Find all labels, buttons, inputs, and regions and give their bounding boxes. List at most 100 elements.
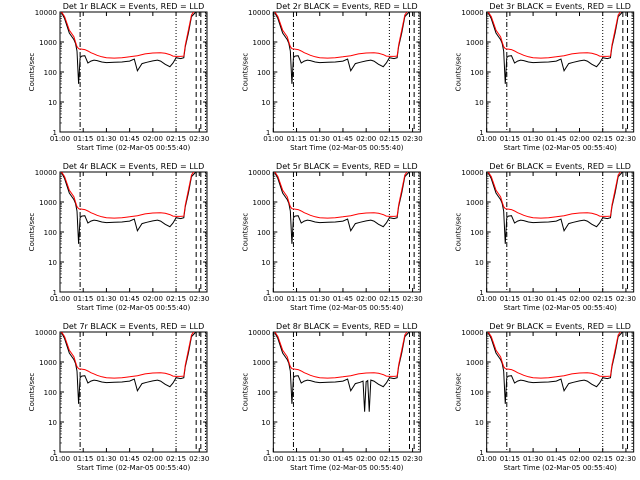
- y-tick-label: 10000: [248, 329, 270, 337]
- y-tick-label: 1000: [253, 199, 271, 207]
- y-tick-label: 1: [266, 449, 270, 457]
- events-series-line: [487, 332, 624, 404]
- y-tick-label: 10000: [461, 169, 483, 177]
- plot-frame: [272, 171, 421, 293]
- x-tick-label: 02:15: [166, 455, 186, 463]
- x-tick-label: 02:00: [356, 135, 376, 143]
- y-tick-label: 1000: [253, 359, 271, 367]
- x-tick-label: 02:15: [166, 295, 186, 303]
- y-tick-label: 1: [479, 129, 483, 137]
- y-tick-label: 1000: [39, 39, 57, 47]
- y-tick-label: 10: [475, 419, 484, 427]
- y-tick-label: 1000: [253, 39, 271, 47]
- y-axis-label: Counts/sec: [241, 213, 249, 252]
- x-tick-label: 01:15: [286, 135, 306, 143]
- y-tick-label: 10000: [461, 329, 483, 337]
- x-tick-label: 01:30: [523, 135, 543, 143]
- x-tick-label: 01:15: [500, 455, 520, 463]
- x-tick-label: 02:00: [143, 455, 163, 463]
- y-tick-label: 10000: [35, 9, 57, 17]
- y-tick-label: 10: [475, 99, 484, 107]
- y-tick-label: 10: [475, 259, 484, 267]
- panel-det-1: Det 1r BLACK = Events, RED = LLD 1 10 100 10…: [28, 2, 209, 152]
- lld-series-line: [274, 172, 408, 219]
- x-tick-label: 02:30: [189, 295, 209, 303]
- y-axis-label: Counts/sec: [241, 373, 249, 412]
- x-axis-label: Start Time (02-Mar-05 00:55:40): [290, 464, 404, 472]
- lld-series-line: [274, 332, 408, 379]
- x-tick-label: 01:45: [333, 295, 353, 303]
- y-tick-label: 1: [266, 129, 270, 137]
- y-tick-label: 100: [470, 389, 483, 397]
- x-tick-label: 01:00: [477, 455, 497, 463]
- y-tick-label: 1000: [39, 359, 57, 367]
- x-tick-label: 02:30: [402, 135, 422, 143]
- x-tick-label: 01:45: [120, 295, 140, 303]
- x-tick-label: 02:00: [356, 455, 376, 463]
- x-tick-label: 01:00: [477, 135, 497, 143]
- y-tick-label: 10: [48, 99, 57, 107]
- y-tick-label: 10: [261, 259, 270, 267]
- x-axis-label: Start Time (02-Mar-05 00:55:40): [503, 304, 617, 312]
- y-tick-label: 1000: [466, 39, 484, 47]
- events-series-line: [273, 172, 410, 244]
- plot-frame: [272, 331, 421, 453]
- lld-series-line: [60, 12, 195, 59]
- y-axis-label: Counts/sec: [455, 213, 463, 252]
- y-axis-label: Counts/sec: [28, 373, 36, 412]
- x-axis-label: Start Time (02-Mar-05 00:55:40): [290, 304, 404, 312]
- panel-title: Det 7r BLACK = Events, RED = LLD: [63, 322, 205, 331]
- lld-series-line: [487, 12, 621, 59]
- x-tick-label: 01:00: [50, 455, 70, 463]
- x-tick-label: 01:15: [500, 295, 520, 303]
- y-tick-label: 10: [48, 259, 57, 267]
- x-tick-label: 02:30: [402, 295, 422, 303]
- lld-series-line: [274, 12, 408, 59]
- x-tick-label: 02:00: [569, 135, 589, 143]
- x-tick-label: 01:00: [263, 135, 283, 143]
- panel-title: Det 2r BLACK = Events, RED = LLD: [276, 2, 418, 11]
- x-tick-label: 01:15: [500, 135, 520, 143]
- panel-det-6: Det 6r BLACK = Events, RED = LLD 1 10 100 10…: [455, 162, 636, 312]
- y-tick-label: 1000: [466, 359, 484, 367]
- lld-series-line: [487, 172, 621, 219]
- events-series-line: [487, 172, 624, 244]
- x-tick-label: 01:30: [96, 295, 116, 303]
- events-series-line: [60, 332, 197, 404]
- panel-title: Det 1r BLACK = Events, RED = LLD: [63, 2, 205, 11]
- x-tick-label: 01:30: [310, 295, 330, 303]
- x-tick-label: 01:30: [310, 455, 330, 463]
- x-tick-label: 02:15: [166, 135, 186, 143]
- x-tick-label: 01:15: [286, 295, 306, 303]
- events-series-line: [273, 12, 410, 84]
- panel-title: Det 3r BLACK = Events, RED = LLD: [489, 2, 631, 11]
- x-tick-label: 01:00: [50, 135, 70, 143]
- panel-det-7: Det 7r BLACK = Events, RED = LLD 1 10 100 10…: [28, 322, 209, 472]
- y-tick-label: 1000: [466, 199, 484, 207]
- x-tick-label: 01:45: [333, 135, 353, 143]
- x-tick-label: 02:30: [189, 455, 209, 463]
- x-tick-label: 01:45: [120, 455, 140, 463]
- x-tick-label: 01:00: [477, 295, 497, 303]
- panel-title: Det 9r BLACK = Events, RED = LLD: [489, 322, 631, 331]
- y-axis-label: Counts/sec: [28, 213, 36, 252]
- panel-det-2: Det 2r BLACK = Events, RED = LLD 1 10 100 10…: [241, 2, 422, 152]
- x-tick-label: 01:30: [96, 135, 116, 143]
- x-tick-label: 01:45: [546, 135, 566, 143]
- x-tick-label: 02:30: [616, 295, 636, 303]
- y-tick-label: 100: [44, 229, 57, 237]
- x-tick-label: 02:00: [569, 455, 589, 463]
- panel-det-3: Det 3r BLACK = Events, RED = LLD 1 10 100 10…: [455, 2, 636, 152]
- y-tick-label: 1: [53, 289, 57, 297]
- y-tick-label: 100: [44, 389, 57, 397]
- y-tick-label: 100: [257, 69, 270, 77]
- y-tick-label: 1000: [39, 199, 57, 207]
- y-tick-label: 1: [266, 289, 270, 297]
- y-tick-label: 10: [261, 99, 270, 107]
- y-tick-label: 1: [479, 289, 483, 297]
- x-tick-label: 01:15: [73, 455, 93, 463]
- y-axis-label: Counts/sec: [28, 53, 36, 92]
- x-axis-label: Start Time (02-Mar-05 00:55:40): [503, 144, 617, 152]
- x-axis-label: Start Time (02-Mar-05 00:55:40): [503, 464, 617, 472]
